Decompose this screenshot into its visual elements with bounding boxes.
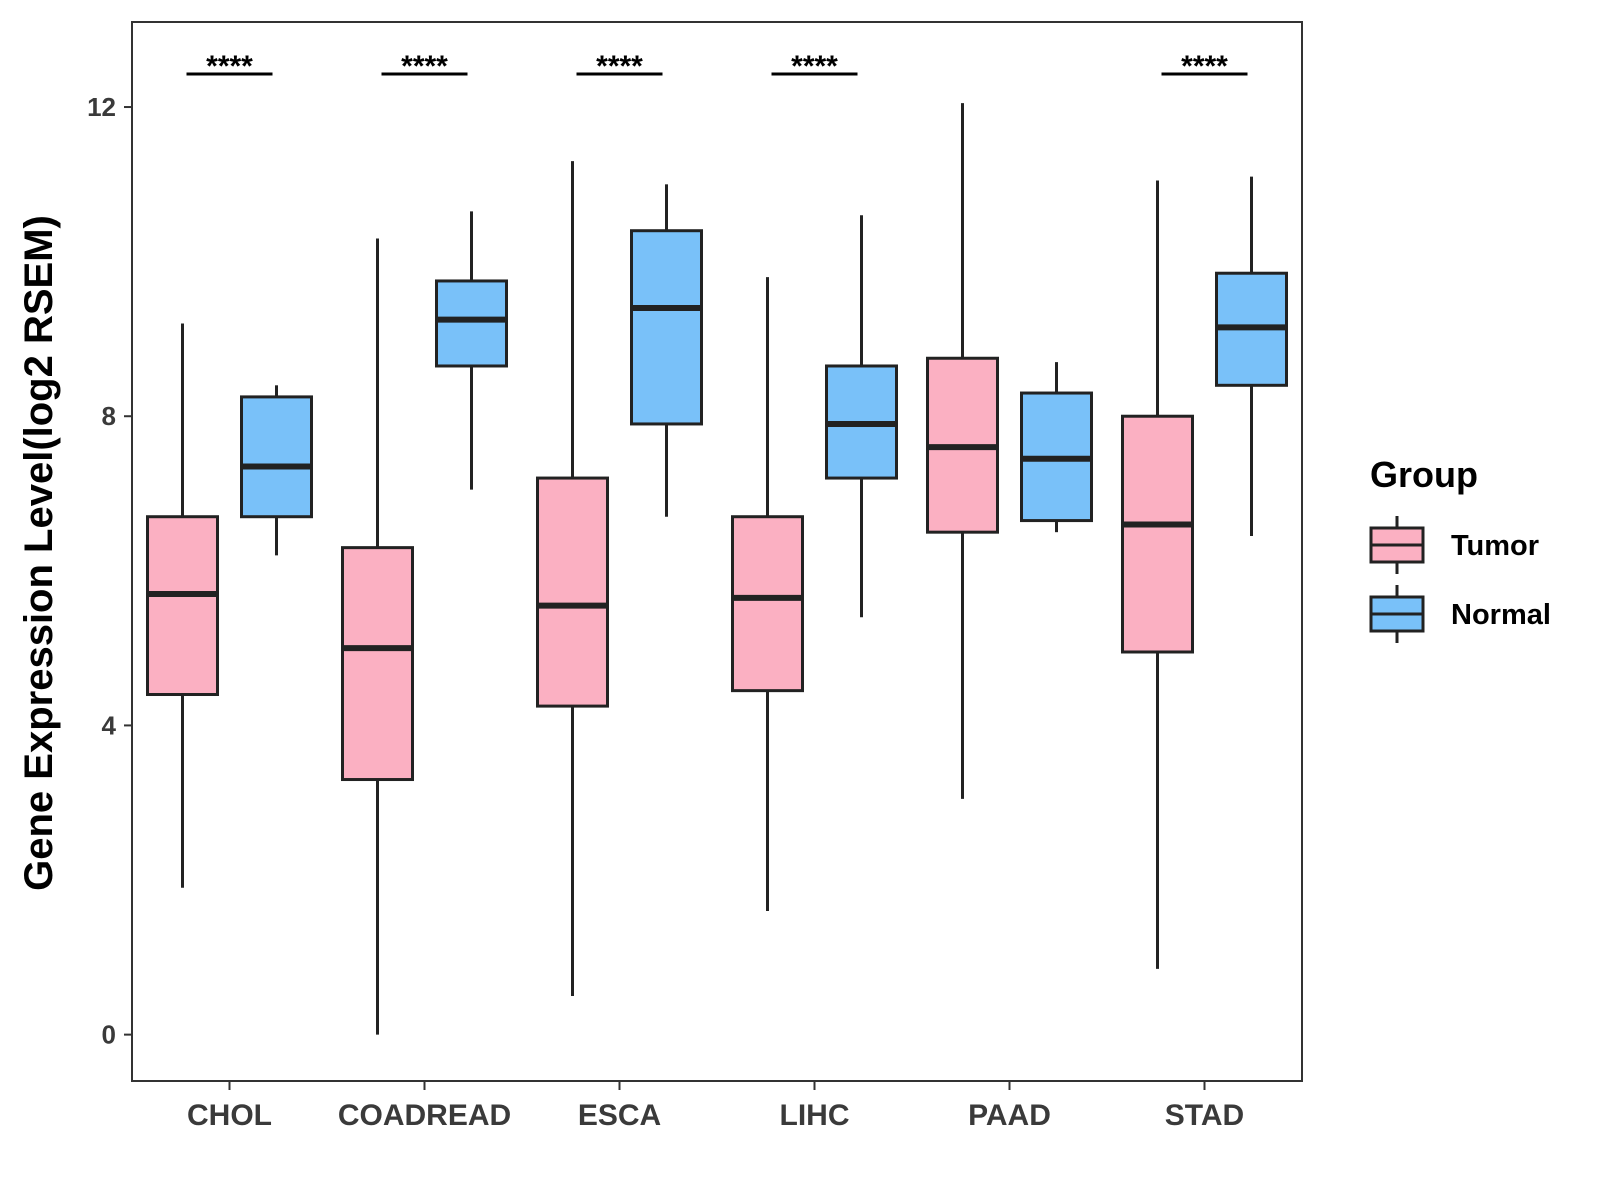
legend-item-normal: Normal [1369,585,1551,643]
significance-label: **** [596,50,643,83]
legend-item-tumor: Tumor [1369,516,1539,574]
box-normal [435,211,508,490]
plot-panel [131,21,1303,1082]
y-tick-label: 8 [102,401,116,431]
box-tumor [926,103,999,799]
box-normal [630,184,703,517]
box-body [536,476,609,708]
significance-markers: **** **** **** **** **** [186,50,1248,83]
legend-title: Group [1370,454,1478,495]
box-tumor [1121,180,1194,969]
box-tumor [341,238,414,1035]
x-axis: CHOL COADREAD ESCA LIHC PAAD STAD [187,1081,1244,1132]
box-body [341,546,414,782]
box-body [731,515,804,693]
significance-label: **** [1181,50,1228,83]
significance-label: **** [791,50,838,83]
significance-label: **** [401,50,448,83]
x-tick-label: STAD [1165,1099,1244,1132]
x-tick-label: COADREAD [338,1099,511,1132]
box-body [435,279,508,368]
legend-label: Normal [1451,599,1551,631]
box-body [240,395,313,519]
box-series [146,103,1288,1035]
box-normal [240,385,313,556]
box-tumor [536,161,609,996]
box-tumor [146,323,219,888]
box-normal [1215,176,1288,537]
box-body [1121,414,1194,654]
y-axis: 0 4 8 12 [87,92,132,1050]
legend: Group Tumor Normal [1369,454,1551,643]
y-axis-title: Gene Expression Level(log2 RSEM) [17,215,61,891]
y-tick-label: 4 [102,710,117,740]
box-body [630,229,703,426]
y-tick-label: 0 [102,1020,116,1050]
legend-label: Tumor [1451,530,1539,562]
box-tumor [731,277,804,911]
x-tick-label: ESCA [578,1099,661,1132]
x-tick-label: PAAD [968,1099,1051,1132]
significance-label: **** [206,50,253,83]
box-normal [1020,362,1093,533]
box-normal [825,215,898,618]
x-tick-label: LIHC [780,1099,850,1132]
y-tick-label: 12 [87,92,116,122]
x-tick-label: CHOL [187,1099,272,1132]
box-body [146,515,219,697]
